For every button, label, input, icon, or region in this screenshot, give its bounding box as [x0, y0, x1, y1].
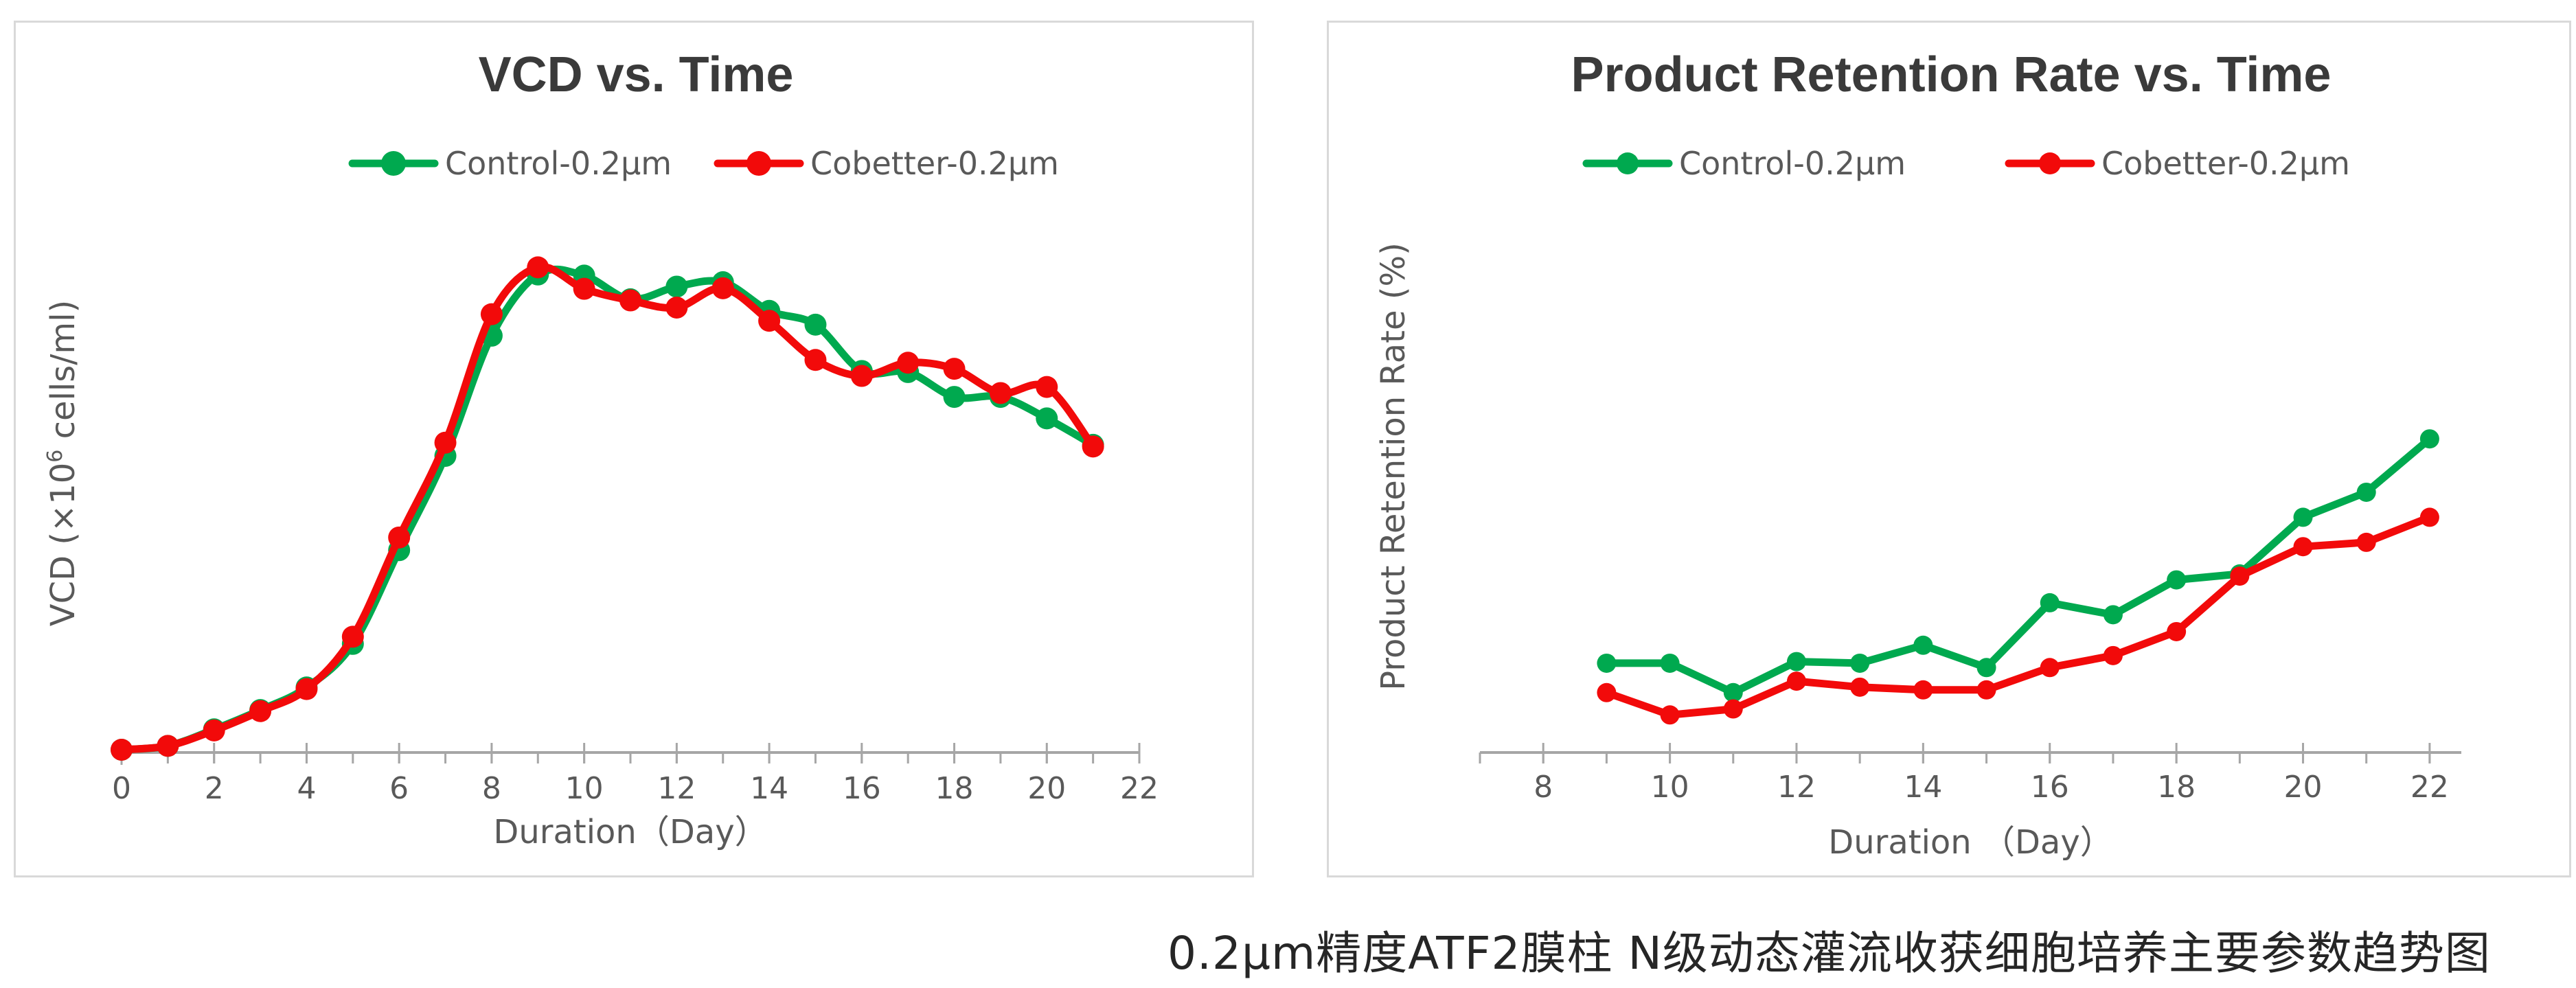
data-point [943, 386, 966, 409]
data-point [1976, 680, 1996, 700]
y-axis-label-text: VCD (×10 [44, 463, 82, 627]
data-point [157, 735, 179, 757]
x-tick-label: 22 [1120, 771, 1159, 806]
data-point [434, 431, 457, 454]
data-point [295, 678, 318, 700]
x-tick-label: 10 [1651, 770, 1689, 805]
x-axis-label: Duration （Day） [1828, 823, 2113, 862]
retention-chart-panel: Product Retention Rate vs. Time Control-0… [1327, 21, 2571, 877]
y-axis-label: Product Retention Rate (%) [1374, 242, 1413, 691]
data-point [2167, 570, 2187, 590]
chart-title: VCD vs. Time [479, 47, 794, 102]
data-point [2356, 482, 2376, 502]
data-point [665, 296, 688, 319]
data-point [850, 365, 873, 387]
vcd-chart-panel: VCD vs. Time Control-0.2μm Cobetter-0.2μm 0… [14, 21, 1254, 877]
data-point [388, 526, 411, 549]
data-point [2167, 621, 2187, 641]
data-point [1976, 658, 1996, 678]
data-point [1082, 435, 1104, 458]
series-line [117, 265, 1097, 754]
data-point [2103, 645, 2123, 665]
data-point [2040, 658, 2060, 678]
x-tick-label: 16 [843, 771, 881, 806]
data-point [2103, 605, 2123, 625]
data-point [1913, 680, 1933, 700]
x-tick-label: 0 [112, 771, 131, 806]
data-point [2356, 532, 2376, 552]
x-tick-label: 10 [565, 771, 604, 806]
data-point [758, 310, 781, 332]
x-tick-label: 8 [482, 771, 501, 806]
legend-label: Control-0.2μm [445, 145, 672, 182]
data-point [1723, 699, 1743, 719]
data-point [1597, 653, 1617, 673]
series-line [1602, 435, 2434, 697]
y-axis-label-text: cells/ml) [44, 300, 82, 450]
data-point [1850, 677, 1870, 697]
series-line [1602, 513, 2434, 719]
y-axis-label-superscript: 6 [43, 450, 67, 463]
data-point [2040, 593, 2060, 612]
data-point [2293, 507, 2313, 527]
data-point [943, 358, 966, 380]
data-point [1786, 652, 1806, 671]
x-tick-label: 20 [1027, 771, 1066, 806]
data-point [2293, 537, 2313, 557]
data-point [1036, 407, 1058, 430]
vcd-chart: VCD vs. Time Control-0.2μm Cobetter-0.2μm 0… [43, 47, 1159, 851]
data-point [341, 625, 364, 648]
data-point [249, 700, 272, 722]
x-tick-label: 22 [2410, 770, 2449, 805]
chart-title: Product Retention Rate vs. Time [1571, 47, 2332, 102]
legend-swatch-marker [381, 151, 406, 176]
legend-label: Cobetter-0.2μm [2101, 145, 2350, 182]
legend-swatch-marker [1617, 152, 1639, 174]
legend-swatch-marker [746, 151, 771, 176]
y-axis-label: VCD (×106 cells/ml) [43, 300, 82, 627]
data-point [527, 256, 549, 279]
data-point [1786, 671, 1806, 691]
data-point [1913, 635, 1933, 655]
data-point [989, 382, 1012, 404]
legend-label: Control-0.2μm [1679, 145, 1906, 182]
data-point [2230, 566, 2250, 586]
x-tick-label: 16 [2031, 770, 2069, 805]
data-point [2419, 429, 2439, 449]
x-tick-label: 6 [389, 771, 409, 806]
data-point [1660, 653, 1680, 673]
x-tick-label: 14 [750, 771, 788, 806]
legend-label: Cobetter-0.2μm [810, 145, 1059, 182]
retention-chart: Product Retention Rate vs. Time Control-0… [1374, 47, 2461, 862]
data-point [1850, 653, 1870, 673]
x-tick-label: 12 [657, 771, 696, 806]
data-point [804, 349, 827, 371]
data-point [111, 738, 133, 761]
data-point [2419, 507, 2439, 527]
data-point [1723, 682, 1743, 702]
x-tick-label: 14 [1904, 770, 1942, 805]
x-tick-label: 12 [1777, 770, 1816, 805]
x-tick-label: 20 [2284, 770, 2323, 805]
x-tick-label: 8 [1534, 770, 1553, 805]
data-point [1036, 376, 1058, 398]
figure-caption: 0.2μm精度ATF2膜柱 N级动态灌流收获细胞培养主要参数趋势图 [1167, 927, 2491, 980]
x-tick-label: 2 [205, 771, 224, 806]
x-tick-label: 4 [297, 771, 316, 806]
data-point [665, 275, 688, 298]
data-point [1597, 682, 1617, 702]
data-point [897, 352, 920, 374]
series-line [117, 263, 1097, 754]
data-point [619, 289, 641, 312]
x-axis-label: Duration（Day） [493, 813, 767, 851]
x-tick-label: 18 [2157, 770, 2196, 805]
data-point [480, 303, 503, 325]
legend-swatch-marker [2039, 152, 2061, 174]
data-point [711, 277, 734, 299]
data-point [203, 719, 225, 742]
x-tick-label: 18 [935, 771, 974, 806]
data-point [573, 277, 595, 300]
data-point [1660, 705, 1680, 725]
data-point [804, 313, 827, 336]
